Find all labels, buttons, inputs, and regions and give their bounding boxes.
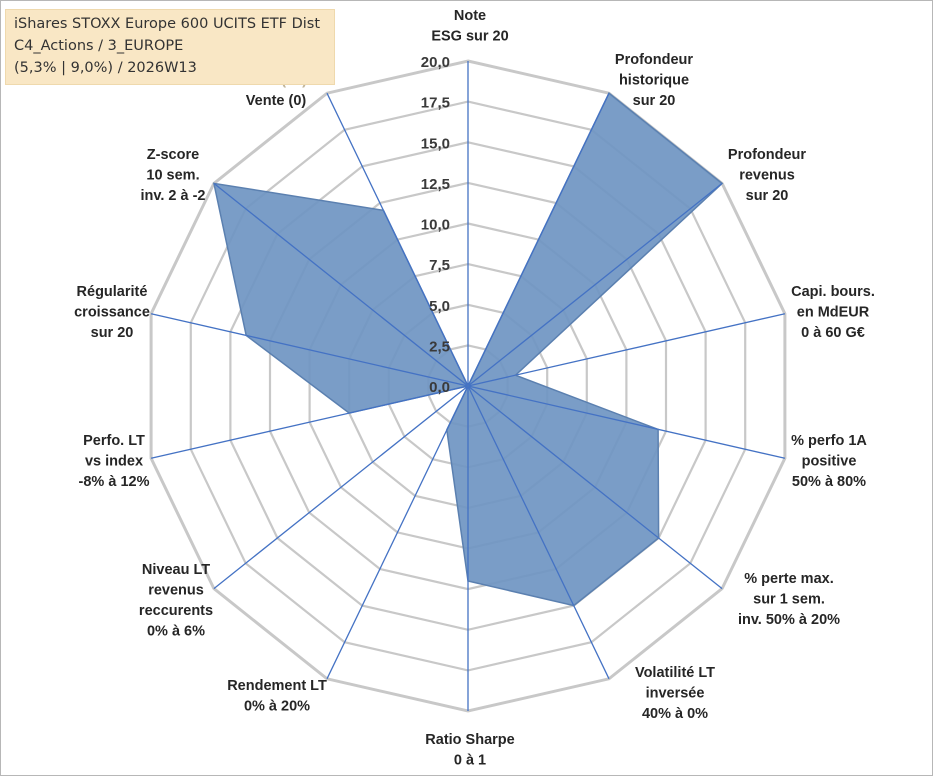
axis-label-line: -8% à 12%: [79, 474, 150, 490]
axis-label-line: ESG sur 20: [431, 29, 508, 45]
axis-label: Perfo. LT vs index -8% à 12%: [79, 433, 150, 490]
tick-label: 7,5: [429, 257, 450, 274]
data-point: [467, 580, 469, 582]
axis-label-line: vs index: [85, 454, 143, 470]
axis-label-line: Rendement LT: [227, 678, 327, 694]
axis-spoke: [467, 182, 723, 387]
axis-label-line: sur 20: [633, 93, 676, 109]
axis-label-line: Vente (0): [246, 93, 307, 109]
tick-label: 2,5: [429, 338, 450, 355]
axis-spoke: [326, 92, 469, 387]
axis-label-line: 0% à 6%: [147, 624, 205, 640]
axis-label-line: historique: [619, 73, 689, 89]
data-point: [446, 429, 448, 431]
axis-spoke: [467, 385, 723, 590]
tick-label: 10,0: [421, 217, 450, 234]
data-point: [245, 334, 247, 336]
data-point: [382, 209, 384, 211]
data-point: [573, 605, 575, 607]
axis-label-line: 10 sem.: [146, 168, 199, 184]
tick-label: 0,0: [429, 379, 450, 396]
axis-label-line: positive: [802, 454, 857, 470]
axis-label-line: Profondeur: [728, 147, 806, 163]
axis-label: Rendement LT 0% à 20%: [227, 678, 327, 715]
axis-label-line: croissance: [74, 305, 150, 321]
axis-label-line: sur 1 sem.: [753, 592, 825, 608]
axis-label-line: Capi. bours.: [791, 284, 875, 300]
axis-label-line: 50% à 80%: [792, 474, 866, 490]
axis-label-line: en MdEUR: [797, 305, 870, 321]
axis-label-line: % perte max.: [744, 571, 833, 587]
tick-label: 17,5: [421, 95, 450, 112]
axis-label-line: sur 20: [91, 325, 134, 341]
title-line-2: C4_Actions / 3_EUROPE: [14, 38, 184, 54]
axis-label: Niveau LT revenus reccurents 0% à 6%: [139, 562, 213, 640]
data-point: [721, 182, 723, 184]
tick-label: 5,0: [429, 298, 450, 315]
axis-spoke: [150, 313, 469, 387]
axis-label-line: inv. 2 à -2: [140, 188, 205, 204]
tick-label: 20,0: [421, 54, 450, 71]
data-point: [658, 537, 660, 539]
axis-label-line: revenus: [148, 583, 204, 599]
axis-spoke: [467, 385, 610, 680]
axis-label-line: Ratio Sharpe: [425, 732, 514, 748]
axis-label: % perte max. sur 1 sem. inv. 50% à 20%: [738, 571, 840, 628]
axis-label: Note ESG sur 20: [431, 8, 508, 45]
axis-label-line: Régularité: [77, 284, 148, 300]
axis-label: Volatilité LT inversée 40% à 0%: [635, 665, 715, 722]
axis-spoke: [213, 182, 469, 387]
data-point: [608, 92, 610, 94]
data-point: [213, 182, 215, 184]
axis-label-line: Note: [454, 8, 486, 24]
axis-label-line: Volatilité LT: [635, 665, 715, 681]
axis-spoke: [213, 385, 469, 590]
tick-label: 12,5: [421, 176, 450, 193]
axis-label: Z-score 10 sem. inv. 2 à -2: [140, 147, 205, 204]
axis-label: Profondeur historique sur 20: [615, 52, 693, 109]
data-point: [348, 412, 350, 414]
data-point: [657, 428, 659, 430]
axis-label: % perfo 1A positive 50% à 80%: [791, 433, 867, 490]
axis-label: Capi. bours. en MdEUR 0 à 60 G€: [791, 284, 875, 341]
axis-label-line: reccurents: [139, 603, 213, 619]
axis-label-line: Z-score: [147, 147, 199, 163]
data-point: [467, 385, 469, 387]
axis-label: Régularité croissance sur 20: [74, 284, 150, 341]
tick-label: 15,0: [421, 135, 450, 152]
axis-label-line: 0% à 20%: [244, 699, 310, 715]
axis-spoke: [326, 385, 469, 680]
title-line-1: iShares STOXX Europe 600 UCITS ETF Dist: [14, 16, 321, 32]
axis-label-line: 0 à 60 G€: [801, 325, 865, 341]
axis-label-line: inversée: [646, 686, 705, 702]
axis-label-line: Profondeur: [615, 52, 693, 68]
data-point: [515, 374, 516, 376]
axis-label-line: 0 à 1: [454, 753, 486, 769]
axis-spoke: [467, 385, 786, 459]
axis-label-line: revenus: [739, 168, 795, 184]
axis-label-line: Niveau LT: [142, 562, 210, 578]
axis-spoke: [150, 385, 469, 459]
title-box: iShares STOXX Europe 600 UCITS ETF Dist …: [5, 9, 335, 85]
axis-label-line: sur 20: [746, 188, 789, 204]
axis-label-line: 40% à 0%: [642, 706, 708, 722]
axis-label: Profondeur revenus sur 20: [728, 147, 806, 204]
axis-label-line: Perfo. LT: [83, 433, 145, 449]
axis-label: Ratio Sharpe 0 à 1: [425, 732, 514, 769]
axis-spoke: [467, 313, 786, 387]
axis-label-line: % perfo 1A: [791, 433, 867, 449]
axis-label-line: inv. 50% à 20%: [738, 612, 840, 628]
title-line-3: (5,3% | 9,0%) / 2026W13: [14, 60, 197, 76]
axis-spoke: [467, 92, 610, 387]
